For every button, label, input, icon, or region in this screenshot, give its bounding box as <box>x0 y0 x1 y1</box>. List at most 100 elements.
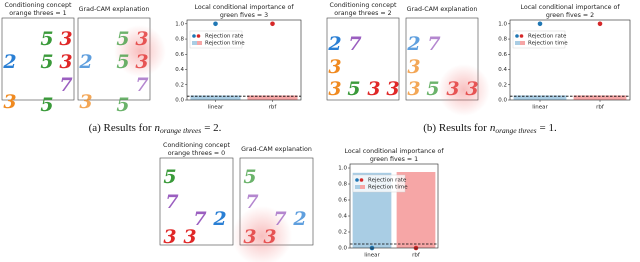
caption-rest: = 1. <box>540 122 557 134</box>
digit: 3 <box>135 51 148 73</box>
caption-variable: n <box>155 122 161 134</box>
x-tick-label: rbf <box>596 105 605 111</box>
concept-title: orange threes = 2 <box>334 10 391 17</box>
x-tick-label: linear <box>208 105 224 111</box>
caption-label: (a) Results for <box>89 122 152 134</box>
digit: 7 <box>135 74 148 96</box>
caption: (b) Results for norange threes = 1. <box>423 122 557 135</box>
concept-image <box>326 17 400 101</box>
digit: 5 <box>347 78 360 100</box>
legend-swatch <box>360 185 365 189</box>
gradcam-heat <box>438 64 490 116</box>
concept-title: Conditioning concept <box>163 142 230 149</box>
legend-dot <box>519 34 524 38</box>
caption-subscript: orange threes <box>495 126 536 135</box>
digit: 3 <box>386 78 399 100</box>
bar <box>247 95 298 100</box>
legend-swatch <box>520 41 525 45</box>
concept-image <box>1 17 75 101</box>
bar <box>513 95 567 100</box>
legend-swatch <box>355 185 360 189</box>
y-tick-label: 0.4 <box>175 67 184 73</box>
digit: 3 <box>59 51 72 73</box>
rate-dot <box>213 21 218 27</box>
x-tick-label: linear <box>364 253 380 259</box>
legend-label: Rejection time <box>528 41 568 47</box>
gradcam-title: Grad-CAM explanation <box>407 6 478 13</box>
digit: 3 <box>446 78 459 100</box>
caption-subscript: orange threes <box>160 126 201 135</box>
legend-box <box>352 174 406 193</box>
chart-title: green fives = 2 <box>546 12 594 19</box>
digit: 3 <box>407 78 420 100</box>
y-tick-label: 0.0 <box>498 98 507 104</box>
chart-title: Local conditional importance of <box>194 4 294 11</box>
digit: 5 <box>40 28 53 50</box>
chart-title: green fives = 3 <box>220 12 268 19</box>
digit: 5 <box>40 94 53 116</box>
concept-title: Conditioning concept <box>330 2 397 9</box>
digit: 5 <box>163 166 176 188</box>
gradcam-heat <box>114 25 166 77</box>
legend-dot <box>515 34 519 38</box>
legend-swatch <box>192 41 197 45</box>
axes-frame <box>349 163 439 249</box>
digit: 2 <box>327 33 341 55</box>
y-tick-label: 0.6 <box>175 52 184 58</box>
chart-title: green fives = 1 <box>370 156 418 163</box>
bar <box>190 95 241 100</box>
digit: 5 <box>40 51 53 73</box>
digit: 3 <box>407 56 420 78</box>
concept-title: Conditioning concept <box>5 2 72 9</box>
digit: 2 <box>406 33 420 55</box>
y-tick-label: 0.8 <box>338 182 347 188</box>
gradcam-title: Grad-CAM explanation <box>79 6 150 13</box>
legend-box <box>512 30 566 49</box>
digit: 3 <box>79 91 92 113</box>
digit: 5 <box>116 51 129 73</box>
digit: 3 <box>465 78 478 100</box>
y-tick-label: 0.2 <box>338 230 347 236</box>
chart-title: Local conditional importance of <box>344 148 444 155</box>
legend-dot <box>196 34 201 38</box>
caption-rest: = 2. <box>204 122 221 134</box>
chart-title: Local conditional importance of <box>520 4 620 11</box>
rate-dot <box>270 21 275 27</box>
y-tick-label: 0.4 <box>338 214 347 220</box>
legend-label: Rejection rate <box>368 178 407 184</box>
digit: 5 <box>116 94 129 116</box>
digit: 3 <box>135 28 148 50</box>
caption-variable: n <box>490 122 496 134</box>
digit: 3 <box>183 226 196 248</box>
digit: 3 <box>263 226 276 248</box>
rate-dot <box>537 21 543 27</box>
y-tick-label: 0.0 <box>338 246 347 252</box>
gradcam-heat <box>232 206 292 262</box>
digit: 3 <box>59 28 72 50</box>
y-tick-label: 0.6 <box>498 52 507 58</box>
axes-frame <box>509 19 631 101</box>
bar <box>573 95 627 100</box>
gradcam-title: Grad-CAM explanation <box>241 146 312 153</box>
concept-title: orange threes = 0 <box>168 150 225 157</box>
axes-frame <box>186 19 302 101</box>
digit: 5 <box>116 28 129 50</box>
digit: 7 <box>165 191 178 213</box>
digit: 7 <box>273 208 286 230</box>
y-tick-label: 0.6 <box>338 198 347 204</box>
y-tick-label: 1.0 <box>175 21 184 27</box>
y-tick-label: 0.8 <box>175 37 184 43</box>
digit: 3 <box>243 226 256 248</box>
y-tick-label: 0.0 <box>175 98 184 104</box>
y-tick-label: 0.2 <box>175 82 184 88</box>
legend-label: Rejection time <box>205 41 245 47</box>
digit: 2 <box>212 208 226 230</box>
digit: 3 <box>3 91 16 113</box>
x-tick-label: rbf <box>269 105 278 111</box>
legend-dot <box>359 178 364 182</box>
x-tick-label: linear <box>532 105 548 111</box>
digit: 2 <box>2 51 16 73</box>
digit: 3 <box>328 56 341 78</box>
digit: 2 <box>292 208 306 230</box>
